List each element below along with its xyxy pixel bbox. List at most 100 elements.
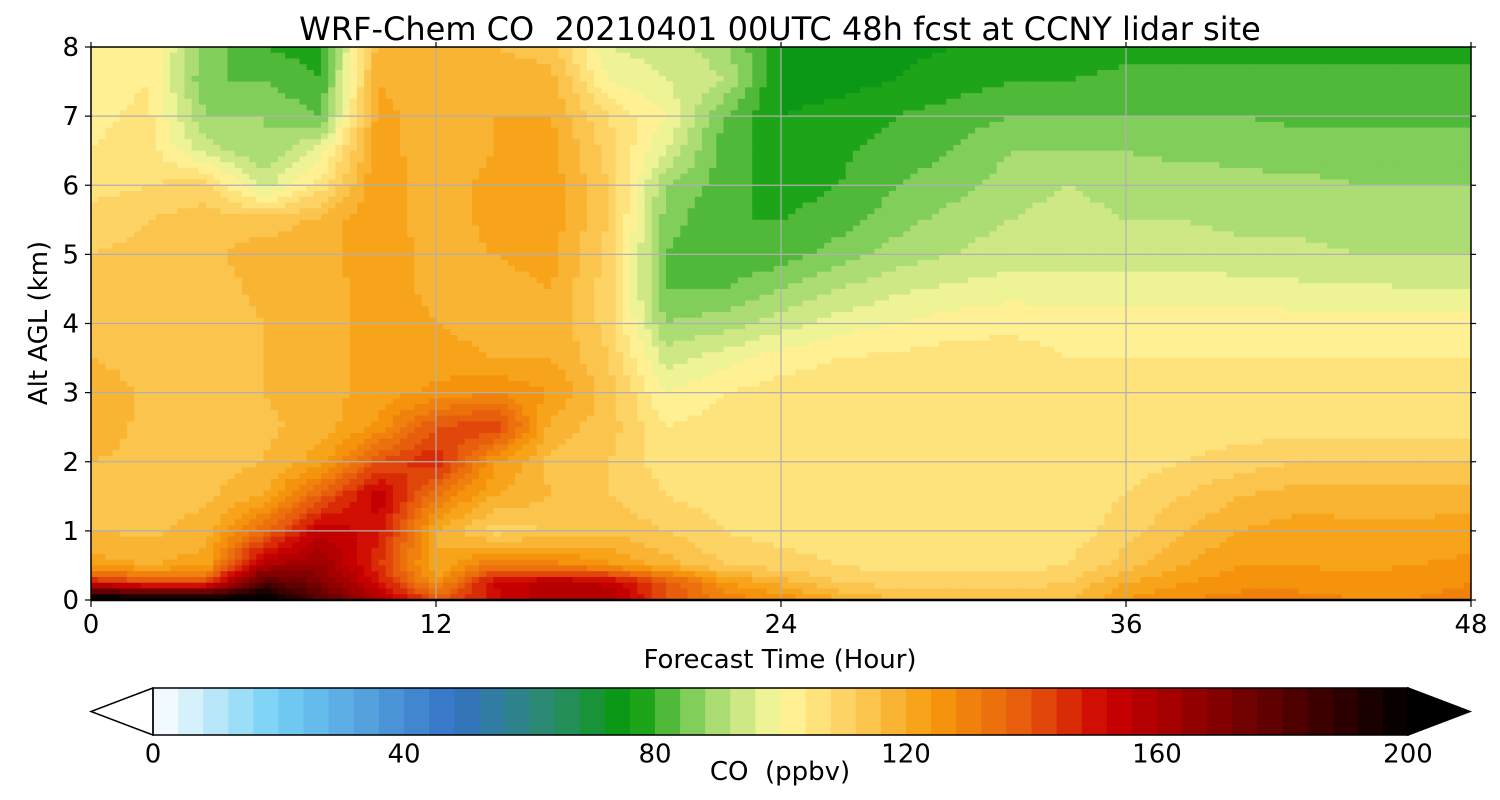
heatmap-cell bbox=[917, 52, 926, 60]
heatmap-cell bbox=[1226, 104, 1235, 111]
heatmap-cell bbox=[191, 47, 200, 54]
heatmap-cell bbox=[996, 179, 1005, 186]
heatmap-cell bbox=[1241, 58, 1249, 65]
heatmap-cell bbox=[392, 150, 401, 158]
heatmap-cell bbox=[277, 139, 286, 146]
heatmap-cell bbox=[802, 162, 811, 169]
heatmap-cell bbox=[924, 58, 933, 65]
heatmap-cell bbox=[723, 58, 732, 65]
heatmap-cell bbox=[1104, 173, 1113, 181]
heatmap-cell bbox=[328, 64, 336, 71]
heatmap-cell bbox=[493, 110, 502, 117]
heatmap-cell bbox=[1377, 144, 1386, 152]
heatmap-cell bbox=[1269, 81, 1278, 88]
heatmap-cell bbox=[457, 110, 466, 117]
heatmap-cell bbox=[874, 116, 883, 123]
heatmap-cell bbox=[608, 47, 617, 54]
heatmap-cell bbox=[867, 144, 876, 152]
heatmap-cell bbox=[126, 167, 135, 175]
heatmap-cell bbox=[292, 110, 301, 117]
heatmap-cell bbox=[960, 47, 969, 54]
heatmap-cell bbox=[874, 75, 883, 83]
heatmap-cell bbox=[1140, 167, 1149, 175]
heatmap-cell bbox=[586, 162, 595, 169]
heatmap-cell bbox=[996, 121, 1005, 129]
heatmap-cell bbox=[1435, 127, 1443, 135]
heatmap-cell bbox=[622, 144, 631, 152]
heatmap-cell bbox=[1011, 87, 1019, 94]
heatmap-cell bbox=[658, 116, 667, 123]
heatmap-cell bbox=[126, 70, 135, 77]
heatmap-cell bbox=[874, 185, 883, 192]
heatmap-cell bbox=[1140, 156, 1149, 163]
heatmap-cell bbox=[881, 58, 890, 65]
heatmap-cell bbox=[953, 167, 962, 175]
heatmap-cell bbox=[1118, 185, 1127, 192]
heatmap-cell bbox=[1262, 133, 1271, 140]
heatmap-cell bbox=[831, 104, 840, 111]
heatmap-cell bbox=[1291, 58, 1300, 65]
heatmap-cell bbox=[134, 191, 142, 198]
heatmap-cell bbox=[745, 98, 753, 106]
heatmap-cell bbox=[1226, 70, 1235, 77]
heatmap-cell bbox=[162, 64, 171, 71]
heatmap-cell bbox=[1420, 104, 1429, 111]
heatmap-cell bbox=[529, 104, 538, 111]
heatmap-cell bbox=[1269, 156, 1278, 163]
heatmap-cell bbox=[1406, 162, 1415, 169]
heatmap-cell bbox=[1154, 167, 1163, 175]
heatmap-cell bbox=[781, 162, 789, 169]
heatmap-cell bbox=[1463, 47, 1471, 54]
heatmap-cell bbox=[1111, 104, 1120, 111]
heatmap-cell bbox=[378, 133, 387, 140]
heatmap-cell bbox=[184, 58, 193, 65]
heatmap-cell bbox=[1046, 150, 1055, 158]
heatmap-cell bbox=[98, 162, 106, 169]
heatmap-cell bbox=[1435, 116, 1443, 123]
heatmap-cell bbox=[1046, 75, 1055, 83]
heatmap-cell bbox=[1463, 185, 1471, 192]
heatmap-cell bbox=[1384, 185, 1393, 192]
heatmap-cell bbox=[888, 47, 897, 54]
heatmap-cell bbox=[1111, 127, 1120, 135]
heatmap-cell bbox=[392, 179, 401, 186]
heatmap-cell bbox=[126, 47, 135, 54]
heatmap-cell bbox=[98, 116, 106, 123]
heatmap-cell bbox=[421, 47, 430, 54]
heatmap-cell bbox=[1197, 191, 1206, 198]
heatmap-cell bbox=[1255, 87, 1264, 94]
heatmap-cell bbox=[1276, 156, 1285, 163]
heatmap-cell bbox=[1219, 139, 1228, 146]
heatmap-cell bbox=[558, 93, 566, 100]
heatmap-cell bbox=[1226, 150, 1235, 158]
heatmap-cell bbox=[220, 162, 229, 169]
heatmap-cell bbox=[285, 104, 293, 111]
heatmap-cell bbox=[1205, 185, 1213, 192]
heatmap-cell bbox=[285, 156, 293, 163]
heatmap-cell bbox=[694, 144, 703, 152]
heatmap-cell bbox=[558, 133, 566, 140]
heatmap-cell bbox=[881, 121, 890, 129]
heatmap-cell bbox=[263, 144, 272, 152]
heatmap-cell bbox=[1183, 104, 1192, 111]
heatmap-cell bbox=[1154, 81, 1163, 88]
heatmap-cell bbox=[1161, 64, 1170, 71]
heatmap-cell bbox=[960, 133, 969, 140]
heatmap-cell bbox=[558, 104, 566, 111]
heatmap-cell bbox=[996, 47, 1005, 54]
heatmap-cell bbox=[1183, 116, 1192, 123]
heatmap-cell bbox=[1190, 64, 1199, 71]
heatmap-cell bbox=[443, 167, 451, 175]
heatmap-cell bbox=[126, 98, 135, 106]
heatmap-cell bbox=[637, 64, 646, 71]
heatmap-cell bbox=[551, 179, 559, 186]
heatmap-cell bbox=[579, 167, 588, 175]
heatmap-cell bbox=[601, 133, 610, 140]
heatmap-cell bbox=[407, 185, 416, 192]
heatmap-cell bbox=[1377, 173, 1386, 181]
heatmap-cell bbox=[615, 191, 624, 198]
heatmap-cell bbox=[285, 167, 293, 175]
heatmap-cell bbox=[694, 173, 703, 181]
heatmap-cell bbox=[1384, 127, 1393, 135]
heatmap-cell bbox=[716, 75, 725, 83]
